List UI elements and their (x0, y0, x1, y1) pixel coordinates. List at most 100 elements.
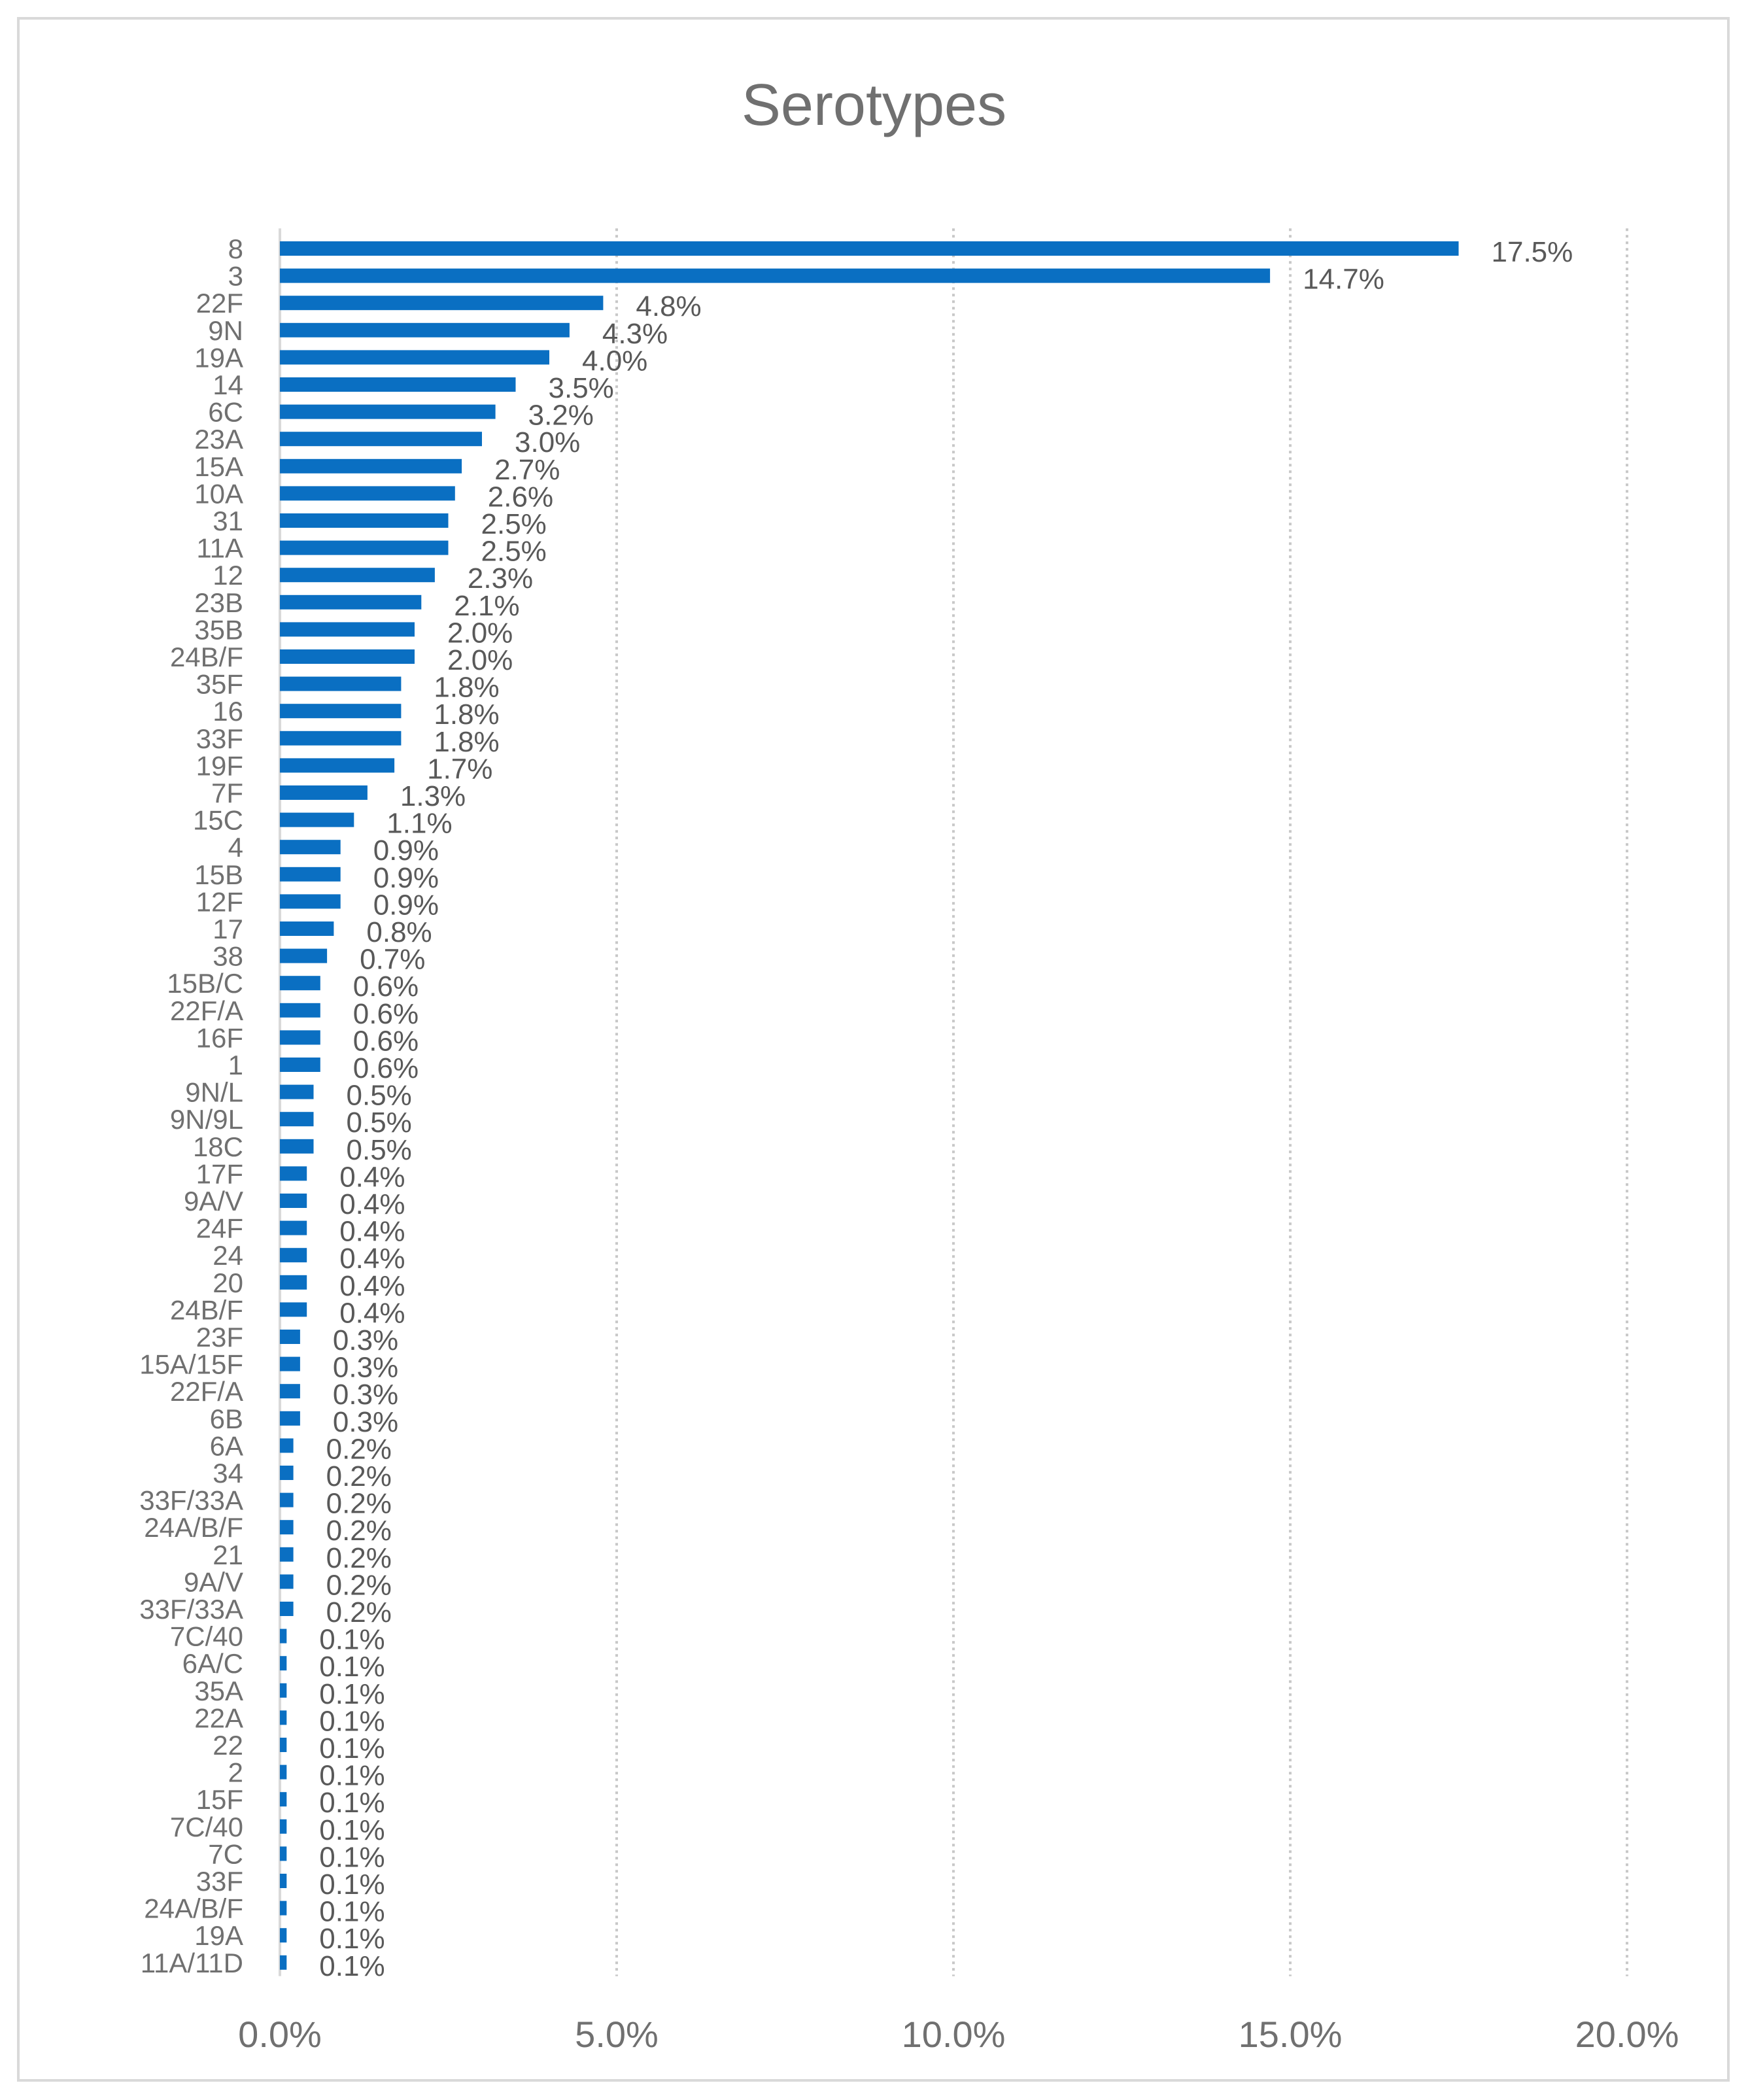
data-label: 0.9% (373, 835, 439, 867)
bar (280, 704, 402, 719)
data-label: 0.6% (353, 1025, 419, 1057)
category-label: 24A/B/F (144, 1512, 243, 1543)
data-label: 3.0% (515, 426, 580, 458)
bar (280, 241, 1459, 256)
category-label: 15B (194, 859, 243, 890)
data-label: 3.5% (549, 372, 614, 404)
bar (280, 322, 570, 337)
category-label: 7C/40 (170, 1621, 243, 1652)
bar (280, 432, 482, 447)
category-label: 11A (196, 533, 243, 564)
data-label: 0.4% (339, 1297, 405, 1329)
category-label: 22F/A (170, 1376, 243, 1407)
data-label: 3.2% (528, 400, 594, 432)
data-label: 0.2% (326, 1569, 392, 1601)
data-label: 0.4% (339, 1243, 405, 1275)
category-label: 24 (213, 1240, 243, 1271)
data-label: 0.9% (373, 862, 439, 894)
bar (280, 758, 395, 773)
category-label: 15F (196, 1784, 243, 1815)
category-label: 12 (213, 560, 243, 591)
category-label: 20 (213, 1267, 243, 1298)
category-label: 2 (228, 1757, 243, 1788)
data-label: 0.1% (319, 1814, 385, 1846)
category-label: 17 (213, 914, 243, 944)
data-label: 2.5% (481, 508, 547, 540)
data-label: 0.8% (366, 916, 432, 948)
category-label: 33F (196, 723, 243, 754)
category-label: 19F (196, 750, 243, 781)
category-label: 15A (194, 451, 243, 482)
category-label: 10A (194, 478, 243, 509)
data-label: 2.0% (447, 644, 513, 676)
bar (280, 948, 328, 963)
data-label: 0.6% (353, 998, 419, 1030)
category-label: 7C/40 (170, 1812, 243, 1842)
bar (280, 1248, 307, 1263)
category-label: 33F/33A (139, 1485, 243, 1516)
category-label: 15C (193, 805, 243, 836)
bar (280, 1628, 287, 1644)
bar (280, 377, 516, 392)
bar (280, 649, 415, 664)
category-label: 23A (194, 424, 243, 455)
category-label: 8 (228, 233, 243, 264)
data-label: 0.3% (333, 1379, 398, 1411)
data-label: 2.1% (454, 590, 519, 622)
category-label: 9N/L (185, 1077, 243, 1108)
bar (280, 921, 334, 936)
category-label: 7C (208, 1838, 243, 1869)
bar (280, 594, 422, 610)
bar (280, 1819, 287, 1834)
bar (280, 296, 604, 311)
category-label: 7F (211, 778, 243, 808)
data-label: 0.4% (339, 1270, 405, 1302)
category-label: 24B/F (170, 642, 243, 672)
data-label: 0.3% (333, 1324, 398, 1356)
x-tick-label: 5.0% (575, 2014, 659, 2055)
bar (280, 1302, 307, 1317)
data-label: 2.3% (468, 562, 533, 594)
data-label: 0.3% (333, 1406, 398, 1438)
data-label: 1.8% (434, 726, 499, 758)
data-label: 2.6% (488, 481, 553, 513)
bar (280, 622, 415, 637)
category-label: 1 (228, 1050, 243, 1080)
data-label: 0.1% (319, 1950, 385, 1982)
data-label: 0.2% (326, 1515, 392, 1547)
bar (280, 1220, 307, 1235)
data-label: 0.1% (319, 1923, 385, 1955)
bar (280, 1030, 320, 1045)
category-labels: 8322F9N19A146C23A15A10A3111A1223B35B24B/… (139, 233, 243, 1978)
bar (280, 1901, 287, 1916)
data-label: 0.1% (319, 1678, 385, 1710)
bar (280, 1384, 300, 1399)
bar (280, 1356, 300, 1371)
category-label: 9A/V (184, 1186, 243, 1216)
bar (280, 1139, 314, 1154)
category-label: 24F (196, 1213, 243, 1244)
x-tick-label: 20.0% (1575, 2014, 1679, 2055)
data-label: 1.8% (434, 698, 499, 731)
bar (280, 1846, 287, 1861)
bar (280, 1928, 287, 1943)
bar (280, 867, 341, 882)
bar (280, 976, 320, 991)
data-label: 4.0% (582, 345, 647, 377)
bar (280, 568, 435, 583)
bar (280, 1547, 294, 1562)
bar (280, 268, 1271, 283)
category-label: 12F (196, 886, 243, 917)
data-label: 0.1% (319, 1760, 385, 1792)
bar (280, 1194, 307, 1208)
data-label: 0.2% (326, 1460, 392, 1492)
data-label: 0.1% (319, 1651, 385, 1683)
bar (280, 540, 449, 555)
category-label: 24B/F (170, 1294, 243, 1325)
data-label: 0.1% (319, 1787, 385, 1819)
bar (280, 1683, 287, 1698)
category-label: 24A/B/F (144, 1893, 243, 1924)
data-label: 0.1% (319, 1841, 385, 1873)
category-label: 22A (194, 1702, 243, 1733)
bar (280, 840, 341, 855)
